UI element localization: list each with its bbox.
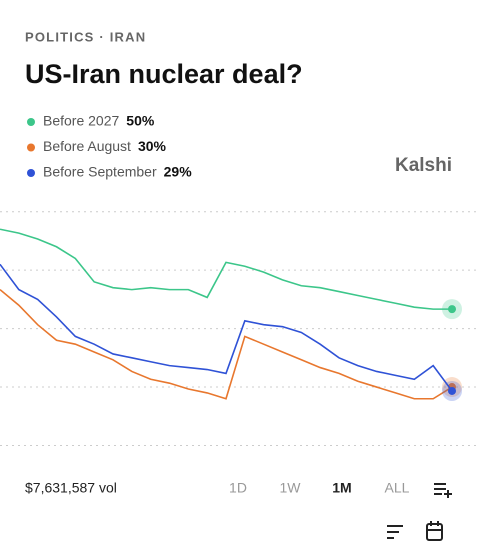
volume: $7,631,587 vol xyxy=(25,480,117,496)
calendar-icon[interactable] xyxy=(426,521,443,541)
range-selector: 1D 1W 1M ALL xyxy=(229,480,410,496)
add-icon[interactable] xyxy=(434,483,452,498)
series-line xyxy=(0,289,453,400)
legend-value: 50% xyxy=(126,113,155,129)
legend-name: Before August xyxy=(43,138,131,154)
range-button[interactable]: 1M xyxy=(332,480,351,496)
series-line xyxy=(0,263,453,392)
end-point xyxy=(448,386,456,395)
breadcrumb[interactable]: POLITICS · IRAN xyxy=(25,29,146,44)
plot xyxy=(0,211,478,447)
title: US-Iran nuclear deal? xyxy=(25,59,303,89)
legend-dot xyxy=(27,169,35,177)
legend-value: 30% xyxy=(138,138,167,154)
range-button[interactable]: ALL xyxy=(385,480,410,496)
legend-dot xyxy=(27,143,35,152)
sort-icon[interactable] xyxy=(387,525,403,539)
brand: Kalshi xyxy=(395,155,452,176)
legend-name: Before September xyxy=(43,164,157,180)
legend-value: 29% xyxy=(164,164,193,180)
legend-name: Before 2027 xyxy=(43,113,119,129)
series-line xyxy=(0,228,452,310)
end-point xyxy=(448,305,456,314)
legend: Before 2027 50% Before August 30% Before Sep… xyxy=(27,113,192,180)
range-button[interactable]: 1D xyxy=(229,480,247,496)
legend-dot xyxy=(27,118,35,126)
range-button[interactable]: 1W xyxy=(280,480,302,496)
